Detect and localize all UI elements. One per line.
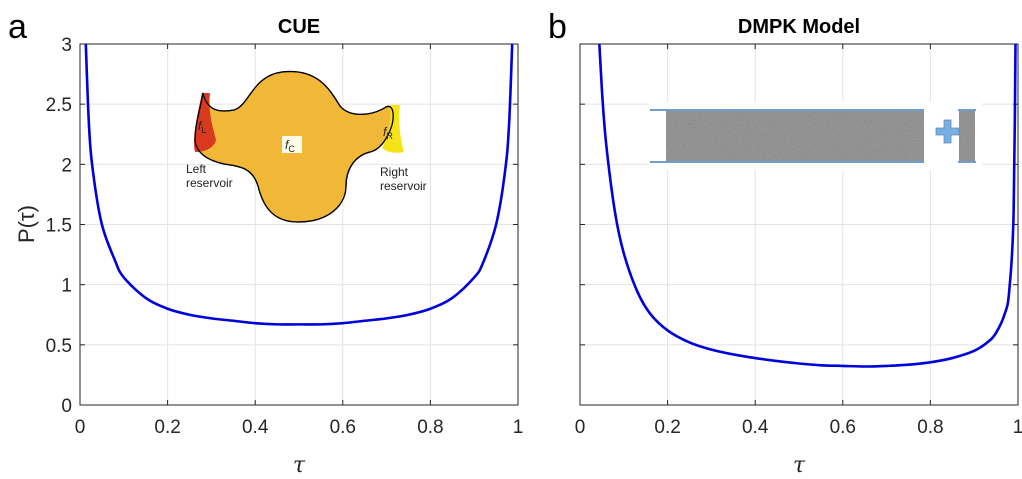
x-tick-label: 0 [575,417,586,438]
y-axis-label-text: P(τ) [14,205,39,243]
added-segment-texture [959,111,975,161]
y-tick-label: 0 [61,396,72,417]
x-tick-label: 0.2 [654,417,680,438]
series-line-a [84,44,514,326]
y-tick-labels-a: 0 0.5 1 1.5 2 2.5 3 [46,35,72,417]
center-label-box [282,136,302,153]
x-tick-label: 0.4 [742,417,769,438]
y-axis-label-a: P(τ) [14,205,39,243]
ticks-a [79,43,519,406]
right-reservoir-shape [382,105,404,153]
x-axis-label-a: τ [293,453,306,478]
x-tick-label: 0.2 [154,417,180,438]
left-reservoir-label-line1: Left [186,162,207,176]
panel-a-title: CUE [278,16,320,38]
plus-icon [935,119,960,144]
y-tick-label: 2 [61,155,72,176]
disordered-wire-texture [666,111,924,161]
y-tick-label: 0.5 [46,336,72,357]
wire-inset [648,102,982,170]
right-reservoir-label-line2: reservoir [380,179,427,193]
panel-letter-b: b [548,8,567,46]
left-reservoir-label-line2: reservoir [186,176,233,190]
x-axis-label-b: τ [793,453,806,478]
f-center-label: fC [285,138,295,154]
x-tick-label: 1 [513,417,524,438]
y-tick-label: 2.5 [46,95,72,116]
cavity-inset: fL fC fR Left reservoir Right reservoir [186,70,427,223]
panel-a: a CUE 0 0.2 0.4 0.6 0.8 1 0 0.5 1 1.5 2 2.5 3 fL fC… [8,8,524,478]
x-tick-label: 1 [1013,417,1022,438]
y-tick-label: 1 [61,276,72,297]
x-tick-label: 0.6 [830,417,856,438]
x-tick-label: 0.4 [242,417,269,438]
f-left-label: fL [198,119,206,135]
right-reservoir-label-line1: Right [380,165,409,179]
x-tick-labels-b: 0 0.2 0.4 0.6 0.8 1 [575,417,1022,438]
f-right-label: fR [383,125,393,141]
panel-b: b DMPK Model 0 0.2 0.4 0.6 0.8 1 τ [548,8,1022,478]
panel-b-title: DMPK Model [738,16,860,38]
y-tick-label: 3 [61,35,72,56]
x-tick-labels-a: 0 0.2 0.4 0.6 0.8 1 [75,417,524,438]
series-line-b [598,44,1017,368]
cavity-outline [194,70,394,223]
grid-b [579,43,1019,406]
x-tick-label: 0.8 [917,417,943,438]
panel-letter-a: a [8,8,27,46]
x-tick-label: 0.6 [330,417,356,438]
x-tick-label: 0.8 [417,417,443,438]
y-tick-label: 1.5 [46,216,72,237]
x-tick-label: 0 [75,417,86,438]
